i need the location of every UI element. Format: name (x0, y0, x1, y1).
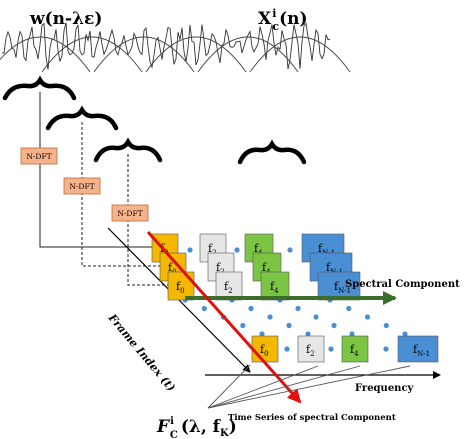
spectral-cell-label: f0 (176, 280, 185, 295)
component-dot (267, 314, 273, 320)
component-dot (201, 305, 207, 312)
ndft-label-1: N-DFT (26, 152, 51, 161)
ndft-box-3 (111, 204, 149, 222)
fan-lines (207, 364, 411, 409)
spectral-cell (317, 271, 361, 301)
component-dot (364, 314, 371, 320)
component-dot (240, 322, 246, 329)
window-label: w(n-λε) (29, 9, 102, 29)
spectral-cell-label: f4 (270, 280, 279, 295)
component-dot (287, 247, 293, 253)
ndft-box-1 (20, 147, 58, 165)
component-dot (259, 331, 265, 337)
ndft-label-2: N-DFT (69, 182, 94, 191)
brace-3 (93, 137, 163, 163)
spectral-cell-label: f2 (224, 280, 233, 295)
signal-label: Xi c(n) (258, 7, 308, 33)
spectral-cell (397, 335, 439, 363)
component-dot (383, 322, 389, 329)
spectral-cell (167, 271, 195, 301)
spectral-cell (215, 271, 243, 301)
time-series-label: Time Series of spectral Component (228, 413, 396, 423)
window-envelope (249, 36, 351, 73)
component-dot (402, 331, 408, 337)
window-envelope (93, 36, 195, 73)
frequency-label: Frequency (355, 383, 415, 394)
component-dot (284, 346, 290, 352)
connectors (39, 92, 168, 286)
time-series-arrow (146, 231, 302, 404)
spectral-cell (297, 335, 325, 363)
spectral-cell-label: f0 (260, 343, 269, 358)
brace-2 (45, 105, 119, 131)
signal-waveform (1, 22, 331, 70)
ndft-boxes: N-DFT N-DFT N-DFT (20, 147, 149, 222)
bottom-frame-row: f0 f2 f4 fN-1 (251, 335, 439, 363)
spectral-cell (341, 335, 369, 363)
connector-3 (127, 154, 168, 286)
component-dot (248, 305, 254, 312)
component-dot (234, 247, 240, 253)
brace-4 (237, 139, 307, 165)
component-dot (187, 247, 193, 253)
component-dot (286, 322, 292, 329)
spectral-cell-label: fN-1 (413, 343, 430, 358)
spectral-cell-label: f4 (350, 343, 359, 358)
connector-1 (39, 92, 152, 248)
frame-index-label: Frame Index (t) (105, 311, 178, 394)
component-dot (346, 305, 352, 312)
component-dot (328, 346, 334, 352)
window-envelope (197, 36, 299, 73)
spectral-cell (260, 271, 290, 301)
spectral-component-label: Spectral Component (345, 279, 460, 290)
spectral-cell (251, 335, 279, 363)
brace-1 (2, 75, 77, 101)
window-envelope (145, 36, 247, 73)
spectral-cell-label: f2 (306, 343, 315, 358)
frame-braces (2, 75, 307, 165)
component-dot (383, 346, 389, 352)
window-envelopes (0, 36, 351, 73)
component-dot (313, 314, 319, 320)
ndft-box-2 (63, 177, 101, 195)
window-envelope (41, 36, 143, 73)
component-dot (295, 305, 301, 312)
spectral-cell-label: fN-1 (334, 280, 351, 295)
ndft-label-3: N-DFT (117, 209, 142, 218)
component-dot (305, 331, 311, 337)
window-envelope (0, 36, 91, 73)
component-dot (349, 331, 355, 337)
formula-label: Fi C (λ, fK) (156, 416, 237, 439)
connector-2 (81, 122, 160, 267)
component-dot (331, 322, 337, 329)
